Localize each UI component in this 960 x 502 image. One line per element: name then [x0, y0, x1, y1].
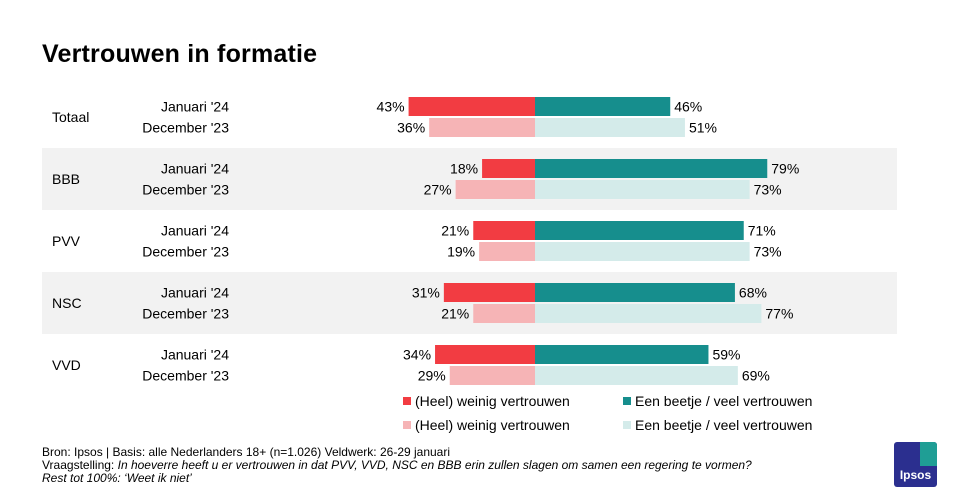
footer-rest: Rest tot 100%: ‘Weet ik niet’ — [42, 471, 192, 485]
data-label: 36% — [397, 120, 425, 136]
chart-title: Vertrouwen in formatie — [42, 40, 318, 68]
bar-low — [455, 180, 535, 199]
bar-high — [535, 118, 685, 137]
data-label: 27% — [424, 182, 452, 198]
data-label: 21% — [441, 223, 469, 239]
bar-high — [535, 304, 762, 323]
ipsos-logo: Ipsos — [894, 442, 937, 487]
legend-item-high-current: Een beetje / veel vertrouwen — [623, 393, 812, 409]
group-label: Totaal — [52, 109, 89, 125]
legend-swatch — [403, 397, 411, 406]
footer: Bron: Ipsos | Basis: alle Nederlanders 1… — [42, 446, 752, 485]
period-label: Januari '24 — [161, 99, 229, 115]
data-label: 73% — [754, 182, 782, 198]
period-label: Januari '24 — [161, 285, 229, 301]
bar-high — [535, 159, 768, 178]
footer-source: Bron: Ipsos | Basis: alle Nederlanders 1… — [42, 445, 451, 459]
data-label: 73% — [754, 244, 782, 260]
bar-high — [535, 345, 709, 364]
group-band — [42, 148, 897, 210]
data-label: 29% — [418, 368, 446, 384]
bar-low — [435, 345, 535, 364]
group-band — [42, 272, 897, 334]
bar-high — [535, 366, 738, 385]
data-label: 59% — [712, 347, 740, 363]
data-label: 43% — [377, 99, 405, 115]
legend-swatch — [403, 421, 411, 430]
footer-question: Vraagstelling: In hoeverre heeft u er ve… — [42, 458, 752, 472]
data-label: 18% — [450, 161, 478, 177]
data-label: 46% — [674, 99, 702, 115]
logo-accent — [920, 442, 937, 466]
bar-low — [408, 97, 535, 116]
legend-item-low-previous: (Heel) weinig vertrouwen — [403, 417, 570, 433]
data-label: 34% — [403, 347, 431, 363]
bar-low — [482, 159, 535, 178]
data-label: 71% — [748, 223, 776, 239]
legend-swatch — [623, 397, 631, 406]
period-label: December '23 — [142, 182, 229, 198]
period-label: Januari '24 — [161, 223, 229, 239]
legend-item-low-current: (Heel) weinig vertrouwen — [403, 393, 570, 409]
logo-text: Ipsos — [899, 468, 932, 482]
bar-high — [535, 242, 750, 261]
data-label: 51% — [689, 120, 717, 136]
data-label: 79% — [771, 161, 799, 177]
bar-low — [443, 283, 535, 302]
period-label: December '23 — [142, 306, 229, 322]
data-label: 69% — [742, 368, 770, 384]
bar-low — [429, 118, 535, 137]
bar-low — [479, 242, 535, 261]
data-label: 19% — [447, 244, 475, 260]
legend-swatch — [623, 421, 631, 430]
data-label: 68% — [739, 285, 767, 301]
group-label: VVD — [52, 357, 81, 373]
bar-low — [473, 221, 535, 240]
group-label: NSC — [52, 295, 82, 311]
bar-high — [535, 283, 735, 302]
period-label: Januari '24 — [161, 161, 229, 177]
period-label: December '23 — [142, 368, 229, 384]
bar-high — [535, 221, 744, 240]
period-label: Januari '24 — [161, 347, 229, 363]
group-label: PVV — [52, 233, 81, 249]
legend-item-high-previous: Een beetje / veel vertrouwen — [623, 417, 812, 433]
period-label: December '23 — [142, 244, 229, 260]
data-label: 31% — [412, 285, 440, 301]
bar-high — [535, 180, 750, 199]
group-label: BBB — [52, 171, 80, 187]
bar-low — [473, 304, 535, 323]
bar-high — [535, 97, 671, 116]
period-label: December '23 — [142, 120, 229, 136]
bar-low — [449, 366, 535, 385]
data-label: 77% — [765, 306, 793, 322]
data-label: 21% — [441, 306, 469, 322]
